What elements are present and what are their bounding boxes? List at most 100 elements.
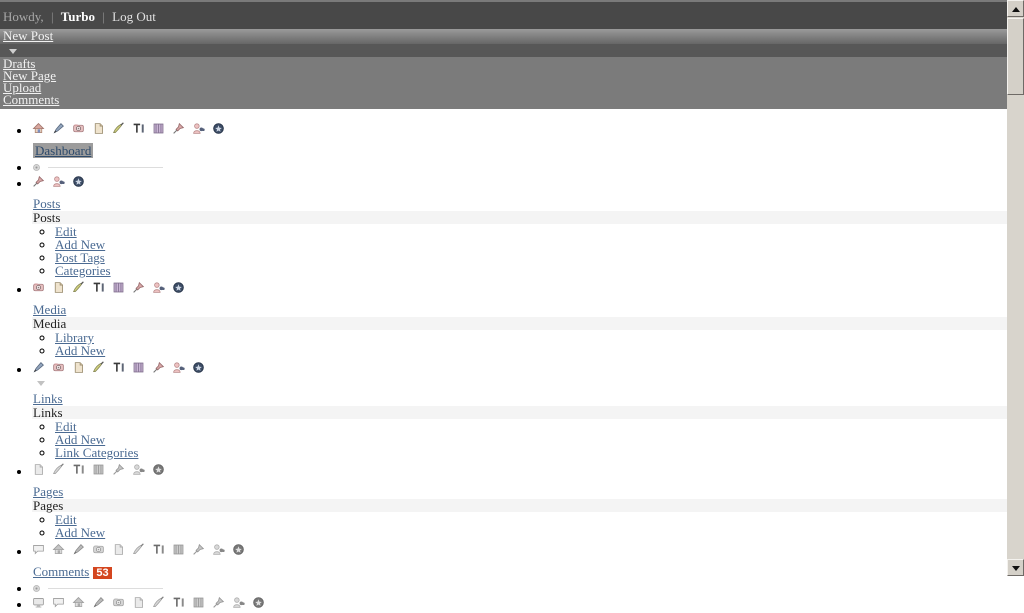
menu-link-posts[interactable]: Posts <box>33 196 61 211</box>
brush-icon <box>92 360 105 374</box>
submenu-link-add-new[interactable]: Add New <box>55 432 106 447</box>
submenu-link-categories[interactable]: Categories <box>55 263 111 278</box>
submenu-item: Edit <box>55 420 1007 433</box>
submenu-link-add-new[interactable]: Add New <box>55 525 106 540</box>
menu-link-dashboard[interactable]: Dashboard <box>33 143 94 158</box>
menu-section-band: Posts <box>32 211 1007 224</box>
camera-icon <box>52 361 65 374</box>
menu-section-band: Pages <box>32 499 1007 512</box>
separator-text: | <box>102 9 105 24</box>
menu-caret-row <box>32 374 1007 386</box>
shortcut-upload[interactable]: Upload <box>3 80 42 95</box>
pin-icon <box>112 463 125 476</box>
submenu-list: EditAdd New <box>32 513 1007 539</box>
logout-link[interactable]: Log Out <box>112 9 156 24</box>
menu-link-line: Media <box>33 303 1007 316</box>
menu-link-media[interactable]: Media <box>33 302 67 317</box>
brush-icon <box>72 280 85 294</box>
page-icon <box>52 281 65 294</box>
menu-link-links[interactable]: Links <box>33 391 63 406</box>
page-icon <box>72 361 85 374</box>
submenu-link-post-tags[interactable]: Post Tags <box>55 250 105 265</box>
shortcut-new-page[interactable]: New Page <box>3 68 57 83</box>
menu-section-band: Media <box>32 317 1007 330</box>
camera-icon <box>112 596 125 609</box>
menu-link-comments[interactable]: Comments <box>33 564 90 579</box>
caret-down-icon[interactable] <box>37 381 45 386</box>
new-post-link[interactable]: New Post <box>3 28 54 43</box>
arrow-down-icon <box>1012 566 1020 571</box>
users-icon <box>152 281 165 294</box>
submenu-link-edit[interactable]: Edit <box>55 419 77 434</box>
page-icon <box>92 122 105 135</box>
users-icon <box>52 175 65 188</box>
submenu-item: Link Categories <box>55 446 1007 459</box>
page-icon <box>112 543 125 556</box>
menu-icon-row <box>32 280 1007 294</box>
shortcut-comments[interactable]: Comments <box>3 92 60 107</box>
theater-icon <box>92 463 105 476</box>
monitor-icon <box>32 596 45 609</box>
separator-dot-icon <box>32 584 41 593</box>
greeting-text: Howdy, <box>3 9 44 24</box>
theater-icon <box>152 122 165 135</box>
submenu-link-edit[interactable]: Edit <box>55 224 77 239</box>
pen-icon <box>92 596 105 609</box>
submenu-link-edit[interactable]: Edit <box>55 512 77 527</box>
page-icon <box>132 596 145 609</box>
users-icon <box>192 122 205 135</box>
submenu-link-library[interactable]: Library <box>55 330 94 345</box>
pin-icon <box>32 175 45 188</box>
menu-icon-row <box>32 595 1007 609</box>
submenu-link-link-categories[interactable]: Link Categories <box>55 445 139 460</box>
menu-icon-row <box>32 360 1007 374</box>
bubble-icon <box>52 596 65 609</box>
typography-icon <box>132 122 145 135</box>
house-icon <box>72 596 85 609</box>
pen-icon <box>52 122 65 135</box>
pin-icon <box>192 543 205 556</box>
menu-section-band: Links <box>32 406 1007 419</box>
menu-link-line: Links <box>33 392 1007 405</box>
menu-item-links: LinksLinksEditAdd NewLink Categories <box>32 360 1007 459</box>
menu-item-pages: PagesPagesEditAdd New <box>32 462 1007 539</box>
separator-dot-icon <box>32 163 41 172</box>
submenu-item: Add New <box>55 526 1007 539</box>
caret-down-icon[interactable] <box>9 49 17 54</box>
submenu-link-add-new[interactable]: Add New <box>55 343 106 358</box>
typography-icon <box>92 281 105 294</box>
theater-icon <box>172 543 185 556</box>
submenu-item: Add New <box>55 238 1007 251</box>
favorites-toggle-row <box>0 44 1007 57</box>
scrollbar-thumb[interactable] <box>1007 18 1024 95</box>
submenu-link-add-new[interactable]: Add New <box>55 237 106 252</box>
camera-icon <box>92 543 105 556</box>
menu-link-pages[interactable]: Pages <box>33 484 64 499</box>
scrollbar-down-button[interactable] <box>1007 559 1024 576</box>
gear-icon <box>72 175 85 188</box>
shortcut-drafts[interactable]: Drafts <box>3 56 36 71</box>
theater-icon <box>112 281 125 294</box>
comments-count-badge: 53 <box>93 567 112 579</box>
username-link[interactable]: Turbo <box>60 9 96 24</box>
submenu-item: Add New <box>55 344 1007 357</box>
theater-icon <box>192 596 205 609</box>
pen-icon <box>72 543 85 556</box>
scrollbar-up-button[interactable] <box>1007 0 1024 17</box>
menu-item-dashboard: Dashboard <box>32 121 1007 158</box>
submenu-list: EditAdd NewLink Categories <box>32 420 1007 459</box>
menu-link-line: Posts <box>33 197 1007 210</box>
house-icon <box>32 122 45 135</box>
page-column: Howdy, | Turbo | Log Out New Post Drafts… <box>0 0 1007 609</box>
menu-icon-row <box>32 542 1007 556</box>
gear-icon <box>232 543 245 556</box>
submenu-item: Add New <box>55 433 1007 446</box>
typography-icon <box>172 596 185 609</box>
brush-icon <box>52 462 65 476</box>
menu-icon-row <box>32 462 1007 476</box>
vertical-scrollbar[interactable] <box>1007 0 1024 576</box>
favorites-bar: New Post <box>0 29 1007 44</box>
